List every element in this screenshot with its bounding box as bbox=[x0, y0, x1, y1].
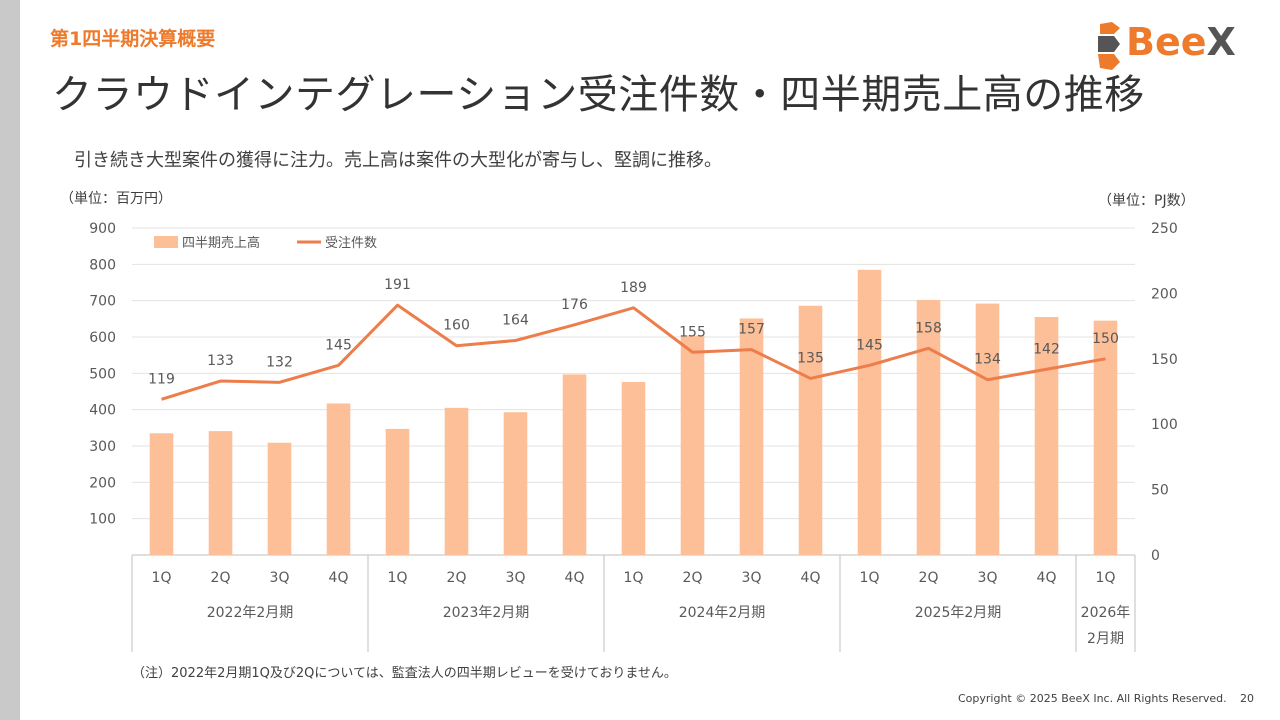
orders-data-label: 133 bbox=[207, 353, 234, 369]
orders-data-label: 150 bbox=[1092, 331, 1119, 347]
footnote: （注）2022年2月期1Q及び2Qについては、監査法人の四半期レビューを受けてお… bbox=[132, 666, 677, 681]
left-axis-tick-label: 200 bbox=[89, 475, 116, 491]
left-axis-tick-label: 900 bbox=[89, 221, 116, 237]
orders-data-label: 157 bbox=[738, 322, 765, 338]
x-category-label: 1Q bbox=[1096, 570, 1116, 586]
left-axis-tick-label: 600 bbox=[89, 330, 116, 346]
x-category-label: 1Q bbox=[152, 570, 172, 586]
subtitle: 引き続き大型案件の獲得に注力。売上高は案件の大型化が寄与し、堅調に推移。 bbox=[74, 150, 722, 171]
revenue-bar bbox=[149, 433, 174, 555]
orders-data-label: 135 bbox=[797, 350, 824, 366]
revenue-bar bbox=[1093, 320, 1118, 555]
x-category-label: 3Q bbox=[978, 570, 998, 586]
left-accent-stripe bbox=[0, 0, 20, 720]
left-axis-tick-label: 500 bbox=[89, 366, 116, 382]
revenue-bar bbox=[326, 403, 351, 555]
revenue-bar bbox=[562, 374, 587, 555]
right-axis-unit: （単位：PJ数） bbox=[1098, 193, 1195, 209]
right-axis-tick-label: 200 bbox=[1151, 286, 1178, 302]
right-axis-tick-label: 150 bbox=[1151, 352, 1178, 368]
revenue-bar bbox=[739, 318, 764, 555]
revenue-bar bbox=[916, 299, 941, 555]
orders-data-label: 145 bbox=[325, 337, 352, 353]
left-axis-tick-label: 100 bbox=[89, 512, 116, 528]
left-axis-unit: （単位：百万円） bbox=[60, 191, 172, 207]
beex-logo: BeeX bbox=[1096, 20, 1236, 70]
revenue-bar bbox=[503, 412, 528, 555]
fiscal-year-label: 2023年2月期 bbox=[443, 605, 530, 621]
fiscal-year-label: 2022年2月期 bbox=[207, 605, 294, 621]
right-axis-tick-label: 0 bbox=[1151, 548, 1160, 564]
x-category-label: 3Q bbox=[506, 570, 526, 586]
copyright-text: Copyright © 2025 BeeX Inc. All Rights Re… bbox=[958, 692, 1227, 705]
x-category-label: 3Q bbox=[270, 570, 290, 586]
left-axis-tick-label: 800 bbox=[89, 257, 116, 273]
orders-data-label: 119 bbox=[148, 371, 175, 387]
revenue-bar bbox=[267, 442, 292, 555]
orders-data-label: 176 bbox=[561, 297, 588, 313]
orders-data-label: 145 bbox=[856, 337, 883, 353]
section-label: 第1四半期決算概要 bbox=[50, 28, 216, 50]
revenue-bar bbox=[444, 407, 469, 555]
hexagon-logo-icon bbox=[1098, 22, 1120, 70]
revenue-bar bbox=[680, 335, 705, 555]
revenue-bar bbox=[798, 305, 823, 555]
fiscal-year-label: 2月期 bbox=[1087, 631, 1124, 647]
left-axis-tick-label: 400 bbox=[89, 403, 116, 419]
page-number: 20 bbox=[1240, 692, 1254, 705]
revenue-bar bbox=[208, 431, 233, 555]
orders-line bbox=[161, 303, 1106, 401]
revenue-bar bbox=[857, 269, 882, 555]
orders-data-label: 189 bbox=[620, 280, 647, 296]
logo-wordmark: BeeX bbox=[1126, 20, 1236, 64]
legend-bar-label: 四半期売上高 bbox=[182, 235, 260, 251]
left-axis-tick-label: 700 bbox=[89, 294, 116, 310]
x-category-label: 4Q bbox=[329, 570, 349, 586]
x-category-label: 4Q bbox=[1037, 570, 1057, 586]
x-category-label: 2Q bbox=[211, 570, 231, 586]
legend-line-label: 受注件数 bbox=[325, 236, 377, 251]
fiscal-year-label: 2024年2月期 bbox=[679, 605, 766, 621]
left-axis-tick-label: 300 bbox=[89, 439, 116, 455]
fiscal-year-label: 2026年 bbox=[1081, 605, 1131, 621]
x-category-label: 2Q bbox=[447, 570, 467, 586]
x-category-label: 4Q bbox=[801, 570, 821, 586]
orders-data-label: 164 bbox=[502, 312, 529, 328]
page-title: クラウドインテグレーション受注件数・四半期売上高の推移 bbox=[52, 72, 1145, 118]
x-category-label: 2Q bbox=[683, 570, 703, 586]
fiscal-year-label: 2025年2月期 bbox=[915, 605, 1002, 621]
x-category-label: 1Q bbox=[624, 570, 644, 586]
orders-data-label: 132 bbox=[266, 354, 293, 370]
orders-data-label: 191 bbox=[384, 277, 411, 293]
x-category-label: 1Q bbox=[860, 570, 880, 586]
x-category-label: 4Q bbox=[565, 570, 585, 586]
orders-data-label: 134 bbox=[974, 352, 1001, 368]
x-category-label: 1Q bbox=[388, 570, 408, 586]
orders-data-label: 160 bbox=[443, 318, 470, 334]
orders-data-label: 142 bbox=[1033, 341, 1060, 357]
right-axis-tick-label: 50 bbox=[1151, 483, 1169, 499]
right-axis-tick-label: 250 bbox=[1151, 221, 1178, 237]
orders-data-label: 155 bbox=[679, 324, 706, 340]
right-axis-tick-label: 100 bbox=[1151, 417, 1178, 433]
revenue-bar bbox=[621, 382, 646, 555]
revenue-bar bbox=[975, 303, 1000, 555]
x-category-label: 2Q bbox=[919, 570, 939, 586]
revenue-bar bbox=[385, 428, 410, 555]
revenue-bar bbox=[1034, 317, 1059, 555]
orders-data-label: 158 bbox=[915, 320, 942, 336]
x-category-label: 3Q bbox=[742, 570, 762, 586]
legend-bar-swatch bbox=[154, 236, 178, 248]
